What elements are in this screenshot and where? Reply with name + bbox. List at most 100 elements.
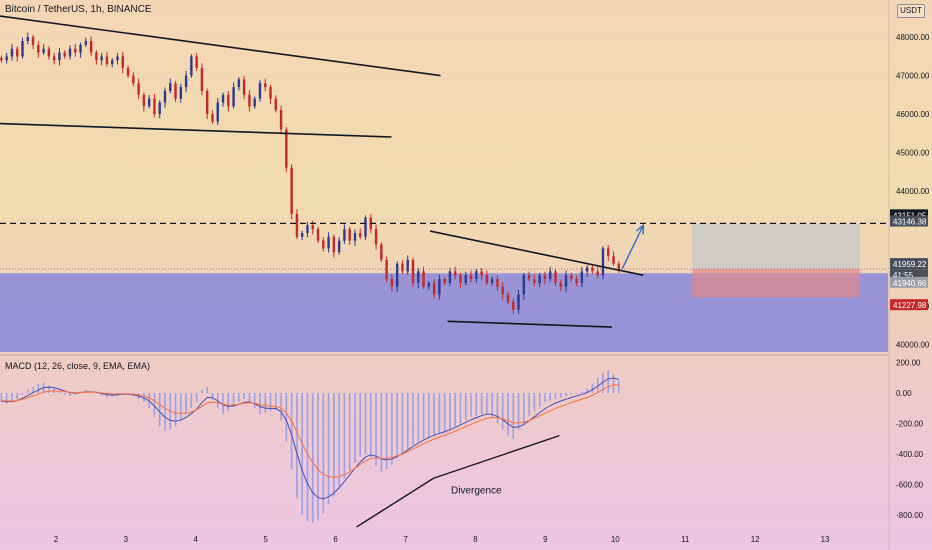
macd-histogram-bar[interactable] — [538, 393, 541, 407]
macd-histogram-bar[interactable] — [607, 370, 610, 394]
candle[interactable] — [348, 229, 351, 241]
macd-histogram-bar[interactable] — [248, 393, 251, 403]
candle[interactable] — [596, 271, 599, 276]
candle[interactable] — [126, 67, 130, 76]
price-badge[interactable] — [890, 209, 928, 221]
macd-histogram-bar[interactable] — [275, 393, 277, 410]
candle[interactable] — [575, 279, 578, 283]
macd-histogram-bar[interactable] — [158, 393, 161, 427]
macd-histogram-bar[interactable] — [554, 393, 557, 400]
candle[interactable] — [591, 267, 594, 272]
macd-histogram-bar[interactable] — [396, 393, 398, 459]
price-badge[interactable] — [890, 276, 928, 288]
macd-histogram-bar[interactable] — [454, 393, 457, 427]
candle[interactable] — [274, 98, 278, 111]
candle[interactable] — [427, 282, 431, 287]
candles-layer[interactable] — [0, 32, 621, 314]
macd-histogram-bar[interactable] — [559, 393, 562, 398]
candle[interactable] — [533, 279, 536, 283]
candle[interactable] — [216, 102, 219, 122]
candle[interactable] — [448, 271, 452, 283]
candle[interactable] — [211, 113, 214, 122]
price-badge[interactable] — [890, 269, 928, 281]
macd-histogram-bar[interactable] — [69, 393, 71, 397]
candle[interactable] — [253, 98, 256, 107]
candle[interactable] — [206, 90, 209, 114]
candle[interactable] — [116, 56, 119, 61]
candle[interactable] — [269, 87, 272, 99]
macd-histogram-bar[interactable] — [296, 393, 298, 499]
candle[interactable] — [454, 271, 457, 276]
macd-histogram-bar[interactable] — [533, 393, 536, 412]
macd-histogram-bar[interactable] — [232, 393, 235, 407]
macd-histogram-bar[interactable] — [612, 374, 615, 394]
candle[interactable] — [195, 56, 198, 68]
candle[interactable] — [232, 87, 235, 107]
candle[interactable] — [147, 98, 151, 107]
target-zone[interactable] — [692, 223, 861, 270]
candle[interactable] — [438, 279, 441, 295]
divergence-annotation[interactable]: Divergence — [451, 485, 502, 496]
candle[interactable] — [406, 259, 409, 272]
candle[interactable] — [469, 275, 473, 280]
candle[interactable] — [512, 302, 515, 310]
candle[interactable] — [559, 282, 562, 287]
candle[interactable] — [490, 279, 494, 283]
candle[interactable] — [306, 225, 309, 233]
macd-histogram-bar[interactable] — [74, 393, 77, 395]
trendlines-layer[interactable] — [0, 15, 888, 328]
macd-histogram-bar[interactable] — [11, 393, 13, 403]
candle[interactable] — [63, 52, 66, 57]
macd-histogram-bar[interactable] — [501, 393, 504, 430]
candle[interactable] — [137, 83, 140, 95]
macd-histogram-bar[interactable] — [591, 383, 594, 394]
macd-histogram-bar[interactable] — [343, 393, 346, 479]
candle[interactable] — [459, 275, 462, 283]
candle[interactable] — [612, 256, 615, 264]
candle[interactable] — [221, 94, 225, 103]
macd-histogram-bar[interactable] — [5, 393, 8, 404]
macd-histogram-bar[interactable] — [507, 393, 509, 436]
macd-histogram-bar[interactable] — [100, 393, 103, 397]
macd-histogram-bar[interactable] — [238, 393, 240, 403]
candle[interactable] — [353, 232, 357, 241]
candle[interactable] — [21, 41, 24, 57]
candle[interactable] — [111, 60, 114, 65]
macd-histogram-bar[interactable] — [111, 393, 114, 397]
macd-histogram-bar[interactable] — [259, 393, 261, 415]
macd-histogram-bar[interactable] — [206, 386, 208, 394]
macd-histogram-bar[interactable] — [180, 393, 182, 421]
candle[interactable] — [506, 294, 510, 303]
macd-histogram-bar[interactable] — [512, 393, 515, 439]
macd-histogram-bar[interactable] — [301, 393, 303, 515]
candle[interactable] — [258, 83, 262, 99]
macd-histogram-bar[interactable] — [570, 393, 573, 395]
candle[interactable] — [617, 263, 621, 270]
macd-histogram-bar[interactable] — [475, 393, 478, 416]
candle[interactable] — [311, 225, 314, 230]
candle[interactable] — [580, 271, 584, 283]
candle[interactable] — [522, 275, 526, 295]
projection-arrow[interactable] — [621, 224, 644, 270]
price-badge[interactable] — [890, 299, 928, 311]
macd-histogram-bar[interactable] — [544, 393, 546, 403]
candle[interactable] — [517, 294, 520, 310]
macd-histogram-bar[interactable] — [48, 385, 50, 394]
macd-histogram-bar[interactable] — [222, 393, 224, 415]
candle[interactable] — [364, 217, 367, 237]
candle[interactable] — [380, 244, 383, 260]
candle[interactable] — [549, 271, 552, 280]
candle[interactable] — [10, 48, 14, 57]
candle[interactable] — [58, 52, 61, 61]
candle[interactable] — [543, 275, 547, 280]
candle[interactable] — [432, 282, 436, 295]
candle[interactable] — [42, 48, 45, 53]
candle[interactable] — [105, 56, 109, 65]
trendline-1[interactable] — [0, 15, 441, 77]
candle[interactable] — [31, 37, 35, 45]
candle[interactable] — [153, 98, 156, 114]
macd-histogram-bar[interactable] — [95, 393, 98, 394]
macd-histogram-bar[interactable] — [401, 393, 404, 454]
candle[interactable] — [374, 229, 378, 245]
macd-histogram-bar[interactable] — [164, 393, 166, 432]
